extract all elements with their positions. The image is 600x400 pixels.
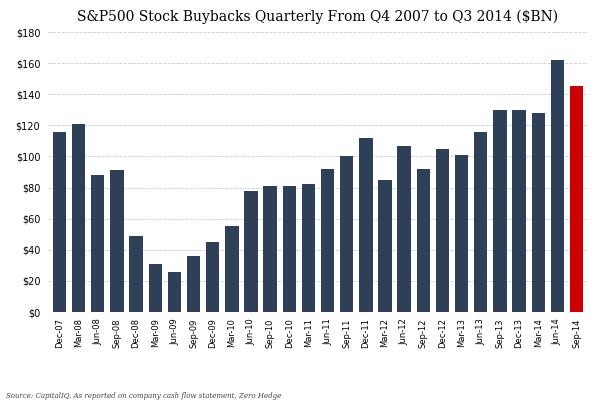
Bar bbox=[206, 242, 220, 312]
Bar bbox=[474, 132, 487, 312]
Bar bbox=[283, 186, 296, 312]
Bar bbox=[340, 156, 353, 312]
Bar bbox=[91, 175, 104, 312]
Bar bbox=[321, 169, 334, 312]
Bar bbox=[379, 180, 392, 312]
Bar bbox=[149, 264, 162, 312]
Bar bbox=[244, 191, 257, 312]
Bar bbox=[130, 236, 143, 312]
Bar bbox=[532, 113, 545, 312]
Bar bbox=[302, 184, 315, 312]
Bar bbox=[397, 146, 411, 312]
Bar bbox=[436, 149, 449, 312]
Bar bbox=[455, 155, 469, 312]
Bar bbox=[570, 86, 583, 312]
Bar bbox=[187, 256, 200, 312]
Bar bbox=[416, 169, 430, 312]
Bar bbox=[359, 138, 373, 312]
Text: Source: CapitalIQ, As reported on company cash flow statement, Zero Hedge: Source: CapitalIQ, As reported on compan… bbox=[6, 392, 281, 400]
Bar bbox=[493, 110, 506, 312]
Bar bbox=[110, 170, 124, 312]
Bar bbox=[167, 272, 181, 312]
Bar bbox=[53, 132, 66, 312]
Bar bbox=[551, 60, 564, 312]
Bar bbox=[72, 124, 85, 312]
Bar bbox=[263, 186, 277, 312]
Bar bbox=[225, 226, 239, 312]
Title: S&P500 Stock Buybacks Quarterly From Q4 2007 to Q3 2014 ($BN): S&P500 Stock Buybacks Quarterly From Q4 … bbox=[77, 10, 559, 24]
Bar bbox=[512, 110, 526, 312]
